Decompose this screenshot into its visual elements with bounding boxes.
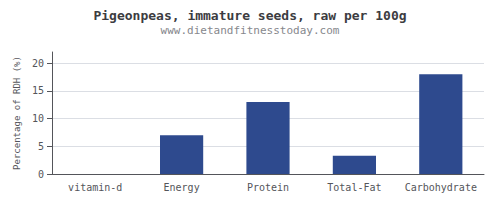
svg-text:Percentage of RDH (%): Percentage of RDH (%) [12,56,22,170]
svg-text:0: 0 [38,169,44,180]
svg-text:5: 5 [38,141,44,152]
svg-text:vitamin-d: vitamin-d [68,182,122,193]
svg-text:www.dietandfitnesstoday.com: www.dietandfitnesstoday.com [161,24,340,37]
svg-text:Energy: Energy [164,182,200,193]
svg-text:20: 20 [32,58,44,69]
svg-text:10: 10 [32,113,44,124]
svg-text:15: 15 [32,85,44,96]
svg-text:Protein: Protein [247,182,289,193]
svg-text:Pigeonpeas, immature seeds, ra: Pigeonpeas, immature seeds, raw per 100g [93,8,406,23]
svg-text:Total-Fat: Total-Fat [327,182,381,193]
svg-text:Carbohydrate: Carbohydrate [405,182,477,193]
